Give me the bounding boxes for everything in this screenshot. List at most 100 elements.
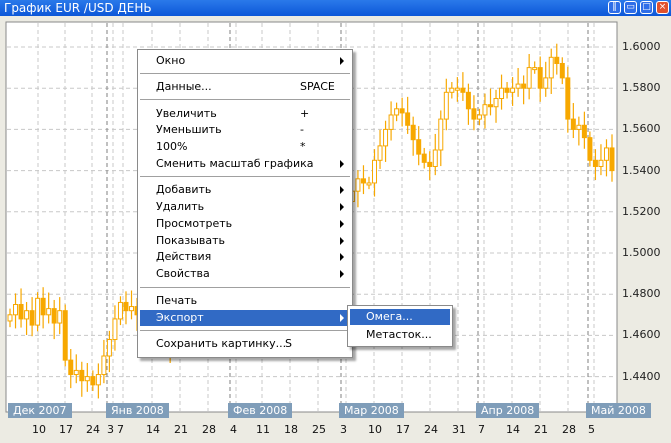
close-button[interactable]: × bbox=[656, 1, 669, 14]
candle-bearish bbox=[399, 108, 405, 114]
menu-item-omega[interactable]: Омега... bbox=[350, 309, 450, 325]
submenu-arrow-icon bbox=[340, 314, 344, 322]
candle-bearish bbox=[537, 67, 543, 89]
candle-bullish bbox=[576, 124, 582, 130]
menu-item-view[interactable]: Просмотреть bbox=[140, 216, 350, 232]
submenu-arrow-icon bbox=[340, 186, 344, 194]
candle-bullish bbox=[543, 77, 549, 89]
price-label: 1.4400 bbox=[622, 369, 661, 383]
day-label: 17 bbox=[59, 423, 73, 436]
candle-bearish bbox=[565, 77, 571, 120]
candle-bullish bbox=[438, 118, 444, 151]
price-label: 1.5800 bbox=[622, 81, 661, 95]
day-label: 25 bbox=[312, 423, 326, 436]
candle-bullish bbox=[117, 301, 123, 320]
menu-item-change-scale[interactable]: Сменить масштаб графика bbox=[140, 156, 350, 172]
menu-item-zoom-in[interactable]: Увеличить + bbox=[156, 107, 310, 120]
minimize-button[interactable]: ▭ bbox=[624, 1, 637, 14]
menu-item-actions[interactable]: Действия bbox=[140, 249, 350, 265]
candle-bearish bbox=[609, 147, 615, 172]
menu-item-properties[interactable]: Свойства bbox=[140, 266, 350, 282]
candle-bullish bbox=[372, 159, 378, 184]
candle-bullish bbox=[388, 114, 394, 130]
price-label: 1.6000 bbox=[622, 40, 661, 53]
candle-bullish bbox=[129, 306, 135, 312]
candle-bearish bbox=[471, 108, 477, 120]
price-label: 1.4600 bbox=[622, 328, 661, 342]
day-label: 3 bbox=[107, 423, 114, 436]
candle-bearish bbox=[487, 104, 493, 108]
candle-bullish bbox=[482, 104, 488, 116]
candle-bearish bbox=[79, 369, 85, 382]
candle-bullish bbox=[499, 87, 505, 99]
candle-bearish bbox=[51, 308, 57, 324]
candle-bullish bbox=[432, 149, 438, 167]
day-label: 24 bbox=[424, 423, 438, 436]
submenu-arrow-icon bbox=[340, 253, 344, 261]
day-label: 10 bbox=[32, 423, 46, 436]
candle-bearish bbox=[460, 87, 466, 93]
day-label: 10 bbox=[368, 423, 382, 436]
menu-item-show[interactable]: Показывать bbox=[140, 233, 350, 249]
menu-separator bbox=[140, 176, 350, 177]
context-menu: Окно Данные... SPACE Увеличить + Уменьшить… bbox=[137, 49, 353, 358]
candle-bullish bbox=[493, 98, 499, 108]
candle-bearish bbox=[559, 62, 565, 79]
candle-bullish bbox=[510, 87, 516, 93]
candle-bullish bbox=[515, 83, 521, 89]
day-label: 14 bbox=[146, 423, 160, 436]
candle-bearish bbox=[62, 310, 68, 361]
menu-item-print[interactable]: Печать bbox=[156, 294, 198, 307]
candle-bearish bbox=[18, 304, 24, 320]
candle-bearish bbox=[416, 139, 422, 155]
day-label: 7 bbox=[117, 423, 124, 436]
candle-bullish bbox=[548, 56, 554, 79]
menu-item-add[interactable]: Добавить bbox=[140, 182, 350, 198]
menu-item-window[interactable]: Окно bbox=[140, 53, 350, 69]
menu-separator bbox=[140, 99, 350, 100]
window-title: График EUR /USD ДЕНЬ bbox=[4, 1, 152, 15]
candle-bullish bbox=[443, 91, 449, 120]
menu-separator bbox=[140, 73, 350, 74]
submenu-arrow-icon bbox=[340, 57, 344, 65]
candle-bullish bbox=[355, 178, 361, 192]
month-label: Фев 2008 bbox=[228, 403, 293, 418]
day-label: 28 bbox=[562, 423, 576, 436]
price-label: 1.5000 bbox=[622, 246, 661, 259]
day-label: 5 bbox=[588, 423, 595, 436]
menu-item-zoom-out[interactable]: Уменьшить - bbox=[156, 123, 304, 136]
day-label: 17 bbox=[396, 423, 410, 436]
menu-item-data[interactable]: Данные... SPACE bbox=[156, 80, 335, 93]
day-label: 24 bbox=[86, 423, 100, 436]
candle-bullish bbox=[13, 304, 19, 316]
submenu-arrow-icon bbox=[340, 203, 344, 211]
candle-bearish bbox=[427, 161, 433, 167]
price-label: 1.5200 bbox=[622, 204, 661, 218]
candle-bearish bbox=[90, 376, 96, 386]
candle-bullish bbox=[106, 339, 112, 357]
candle-bullish bbox=[532, 67, 538, 71]
candle-bullish bbox=[7, 314, 13, 322]
tile-window-button[interactable]: ‖ bbox=[608, 1, 621, 14]
candle-bullish bbox=[377, 145, 383, 161]
candle-bullish bbox=[57, 310, 63, 324]
candle-bullish bbox=[394, 108, 400, 116]
export-submenu: Омега... Метасток... bbox=[347, 305, 453, 347]
candle-bullish bbox=[603, 147, 609, 161]
maximize-button[interactable]: □ bbox=[640, 1, 653, 14]
menu-item-export[interactable]: Экспорт bbox=[140, 310, 350, 326]
menu-item-metastock[interactable]: Метасток... bbox=[366, 328, 432, 341]
submenu-arrow-icon bbox=[340, 160, 344, 168]
candle-bearish bbox=[587, 137, 593, 161]
menu-item-100-percent[interactable]: 100% * bbox=[156, 140, 306, 153]
month-label: Дек 2007 bbox=[8, 403, 72, 418]
menu-item-delete[interactable]: Удалить bbox=[140, 199, 350, 215]
candle-bullish bbox=[84, 376, 90, 382]
candle-bullish bbox=[95, 374, 101, 386]
day-label: 28 bbox=[202, 423, 216, 436]
candle-bearish bbox=[570, 118, 576, 130]
day-label: 11 bbox=[256, 423, 270, 436]
candle-bullish bbox=[383, 128, 389, 147]
candle-bearish bbox=[405, 112, 411, 126]
menu-item-save-picture[interactable]: Сохранить картинку... S bbox=[156, 337, 292, 350]
